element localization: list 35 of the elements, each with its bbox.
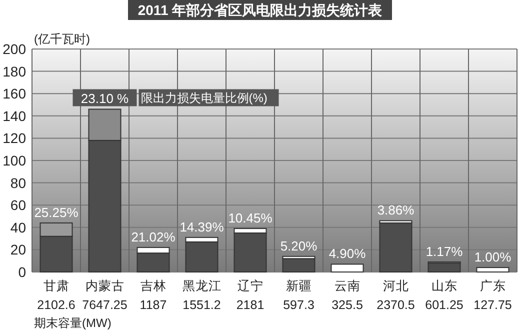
text: 期末容量(MW) [34,316,112,330]
y-tick-label: 180 [2,63,26,80]
y-tick-label: 60 [10,197,26,214]
y-tick-label: 80 [10,174,26,191]
annotation: 3.86% [377,202,415,218]
annotation: 5.20% [280,238,318,254]
y-tick-label: 0 [18,264,26,280]
annotation: 21.02% [131,229,176,244]
annotation: 25.25% [34,204,79,220]
annotation: 限出力损失电量比例(%) [140,91,268,106]
x-tick-label: 吉林 1187 [140,279,167,312]
annotation: 10.45% [228,210,273,226]
x-tick-label: 山东 601.25 [425,279,464,312]
chart-title: 2011 年部分省区风电限出力损失统计表 [138,2,384,18]
y-axis-title: (亿千瓦时) [34,32,90,46]
y-tick-label: 40 [10,219,26,236]
annotation: 1.17% [426,244,464,259]
y-tick-label: 100 [2,152,26,168]
y-tick-label: 20 [10,242,26,258]
x-tick-label: 河北 2370.5 [376,279,415,312]
annotation: 23.10 % [80,91,130,106]
y-tick-label: 200 [2,41,26,57]
x-tick-label: 广东 127.75 [474,279,512,312]
y-tick-label: 140 [2,108,26,124]
annotation: 14.39% [180,219,224,234]
annotation: 1.00% [474,250,512,265]
x-tick-label: 内蒙古 7647.25 [82,279,128,312]
x-tick-label: 甘肃 2102.6 [37,279,76,312]
x-tick-label: 云南 325.5 [332,279,363,312]
y-tick-label: 120 [2,130,26,146]
annotation: 4.90% [328,246,366,262]
x-tick-label: 黑龙江 1551.2 [182,279,222,312]
x-tick-label: 新疆 597.3 [283,279,314,312]
y-tick-label: 160 [2,86,26,102]
x-tick-label: 辽宁 2181 [236,278,264,312]
